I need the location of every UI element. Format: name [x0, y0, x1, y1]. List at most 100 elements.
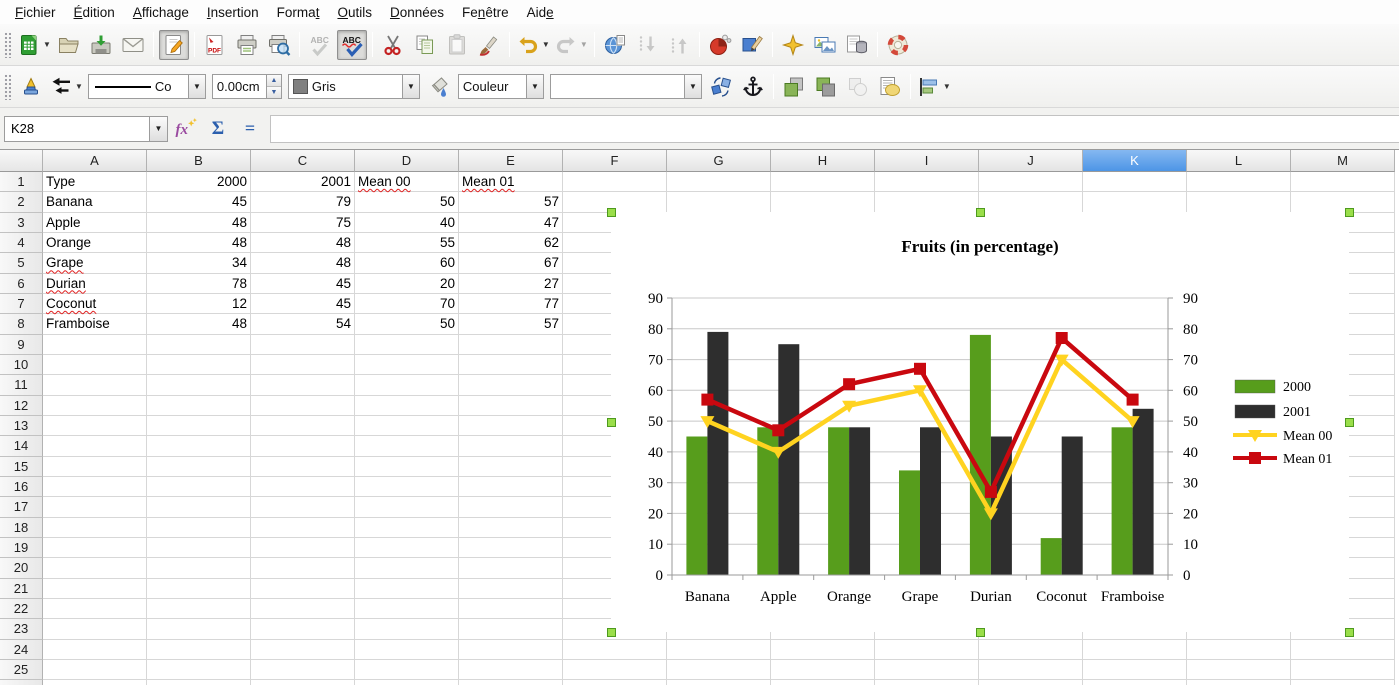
cell-B20[interactable]: [147, 558, 251, 579]
cell-A24[interactable]: [43, 639, 147, 660]
cell-K25[interactable]: [1083, 659, 1187, 681]
cell-C15[interactable]: [251, 456, 355, 477]
align-objects-dropdown-icon[interactable]: ▼: [942, 82, 951, 91]
cell-H26[interactable]: [771, 680, 875, 685]
fill-type-select[interactable]: Couleur ▼: [457, 74, 544, 99]
cell-B15[interactable]: [147, 456, 251, 477]
cell-E21[interactable]: [459, 578, 563, 599]
cell-G26[interactable]: [667, 680, 771, 685]
cell-C13[interactable]: [251, 415, 355, 437]
line-width-spinner[interactable]: 0.00cm ▲ ▼: [211, 74, 282, 99]
cell-A17[interactable]: [43, 497, 147, 518]
cell-D25[interactable]: [355, 659, 459, 681]
row-header-7[interactable]: 7: [0, 293, 43, 315]
cell-C24[interactable]: [251, 639, 355, 660]
fill-color-dropdown-icon[interactable]: ▼: [683, 75, 701, 98]
cell-D26[interactable]: [355, 680, 459, 685]
cell-E7[interactable]: 77: [459, 293, 563, 315]
draw-functions-button[interactable]: [737, 30, 767, 60]
selection-handle[interactable]: [975, 207, 985, 217]
cell-M1[interactable]: [1291, 172, 1395, 193]
cell-A19[interactable]: [43, 537, 147, 559]
selection-handle[interactable]: [606, 207, 616, 217]
cell-A13[interactable]: [43, 415, 147, 437]
cell-E20[interactable]: [459, 558, 563, 579]
cell-E6[interactable]: 27: [459, 273, 563, 294]
cell-C16[interactable]: [251, 476, 355, 498]
cell-C22[interactable]: [251, 598, 355, 620]
cell-C23[interactable]: [251, 619, 355, 640]
cell-D4[interactable]: 55: [355, 232, 459, 254]
cell-C11[interactable]: [251, 375, 355, 396]
menu-format[interactable]: Format: [276, 4, 320, 20]
column-header-M[interactable]: M: [1291, 150, 1395, 172]
cell-M26[interactable]: [1291, 680, 1395, 685]
row-header-22[interactable]: 22: [0, 598, 43, 620]
cell-E17[interactable]: [459, 497, 563, 518]
cell-B1[interactable]: 2000: [147, 172, 251, 193]
toolbar-grip[interactable]: [4, 31, 11, 58]
cell-E5[interactable]: 67: [459, 253, 563, 274]
cell-G25[interactable]: [667, 659, 771, 681]
row-header-26[interactable]: 26: [0, 680, 43, 685]
arrow-style-button[interactable]: ▼: [48, 72, 84, 102]
cell-C1[interactable]: 2001: [251, 172, 355, 193]
cell-C19[interactable]: [251, 537, 355, 559]
column-header-I[interactable]: I: [875, 150, 979, 172]
cell-A11[interactable]: [43, 375, 147, 396]
print-preview-button[interactable]: [264, 30, 294, 60]
cell-D23[interactable]: [355, 619, 459, 640]
cell-E11[interactable]: [459, 375, 563, 396]
cell-C12[interactable]: [251, 395, 355, 416]
cell-B14[interactable]: [147, 436, 251, 457]
cell-E26[interactable]: [459, 680, 563, 685]
cell-C2[interactable]: 79: [251, 192, 355, 213]
cell-A26[interactable]: [43, 680, 147, 685]
cell-M23[interactable]: [1291, 619, 1395, 640]
menu-insertion[interactable]: Insertion: [206, 4, 259, 20]
cell-B23[interactable]: [147, 619, 251, 640]
cell-H25[interactable]: [771, 659, 875, 681]
cell-D8[interactable]: 50: [355, 314, 459, 335]
row-header-18[interactable]: 18: [0, 517, 43, 538]
cell-B19[interactable]: [147, 537, 251, 559]
column-header-E[interactable]: E: [459, 150, 563, 172]
cell-D15[interactable]: [355, 456, 459, 477]
cell-I25[interactable]: [875, 659, 979, 681]
cell-K24[interactable]: [1083, 639, 1187, 660]
to-background-button[interactable]: [875, 72, 905, 102]
line-width-spin-buttons[interactable]: ▲ ▼: [265, 75, 281, 98]
cell-L24[interactable]: [1187, 639, 1291, 660]
cell-B9[interactable]: [147, 334, 251, 355]
cell-C26[interactable]: [251, 680, 355, 685]
cell-B2[interactable]: 45: [147, 192, 251, 213]
cell-E13[interactable]: [459, 415, 563, 437]
cell-E25[interactable]: [459, 659, 563, 681]
cell-D20[interactable]: [355, 558, 459, 579]
cell-F25[interactable]: [563, 659, 667, 681]
column-header-B[interactable]: B: [147, 150, 251, 172]
cell-A5[interactable]: Grape: [43, 253, 147, 274]
cell-B21[interactable]: [147, 578, 251, 599]
cell-A7[interactable]: Coconut: [43, 293, 147, 315]
edit-file-button[interactable]: [158, 29, 189, 60]
undo-dropdown-icon[interactable]: ▼: [541, 40, 550, 49]
line-properties-button[interactable]: [16, 72, 46, 102]
cell-D7[interactable]: 70: [355, 293, 459, 315]
row-header-4[interactable]: 4: [0, 232, 43, 254]
toolbar-grip[interactable]: [4, 73, 11, 100]
cell-C25[interactable]: [251, 659, 355, 681]
formula-input[interactable]: [270, 114, 1399, 143]
cell-E4[interactable]: 62: [459, 232, 563, 254]
column-header-A[interactable]: A: [43, 150, 147, 172]
column-header-C[interactable]: C: [251, 150, 355, 172]
clone-formatting-button[interactable]: [474, 30, 504, 60]
row-header-20[interactable]: 20: [0, 558, 43, 579]
column-header-K[interactable]: K: [1083, 150, 1187, 172]
gallery-button[interactable]: [810, 30, 840, 60]
column-header-H[interactable]: H: [771, 150, 875, 172]
cell-F24[interactable]: [563, 639, 667, 660]
redo-dropdown-icon[interactable]: ▼: [579, 40, 588, 49]
cell-H1[interactable]: [771, 172, 875, 193]
line-style-dropdown-icon[interactable]: ▼: [187, 75, 205, 98]
